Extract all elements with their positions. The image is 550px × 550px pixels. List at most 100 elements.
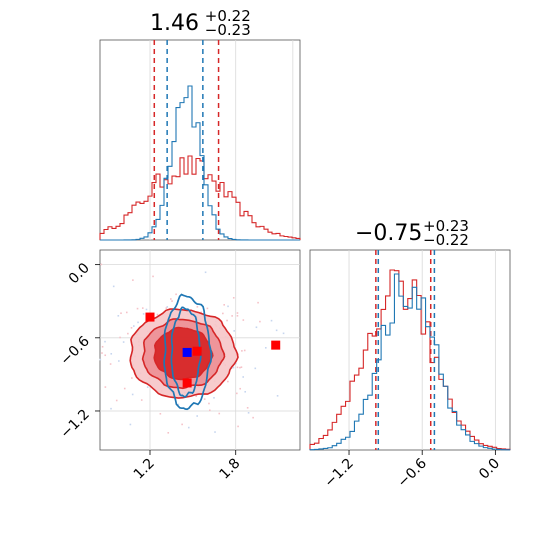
sample-point (213, 397, 215, 399)
sample-point (119, 336, 121, 339)
sample-point (104, 340, 106, 343)
sample-point (264, 347, 267, 349)
reference-marker (145, 312, 155, 322)
sample-point (141, 307, 144, 309)
sample-point (242, 376, 245, 378)
sample-point (127, 332, 129, 335)
sample-point (223, 304, 225, 306)
title-plus-1: +0.22 (205, 7, 251, 25)
sample-point (257, 301, 259, 304)
sample-point (170, 298, 172, 300)
sample-point (100, 263, 103, 266)
sample-point (101, 345, 104, 348)
sample-point (146, 386, 149, 388)
sample-point (255, 326, 258, 329)
sample-point (227, 380, 229, 383)
y-tick-label: −1.2 (57, 406, 92, 441)
sample-point (132, 279, 134, 281)
panel-x-histogram (99, 39, 301, 241)
panel-joint-density (99, 249, 301, 451)
sample-point (259, 320, 261, 323)
sample-point (104, 354, 107, 357)
reference-marker (271, 340, 281, 350)
sample-point (110, 407, 112, 410)
y-tick-label: −0.6 (57, 333, 92, 368)
sample-point (115, 399, 118, 402)
sample-point (214, 431, 216, 433)
sample-point (196, 306, 199, 308)
sample-point (236, 312, 239, 314)
sample-point (104, 386, 107, 388)
sample-point (222, 312, 224, 315)
reference-marker (182, 378, 192, 388)
sample-point (203, 398, 206, 400)
sample-point (117, 315, 120, 317)
sample-point (236, 314, 239, 317)
sample-point (252, 416, 254, 419)
sample-point (120, 312, 122, 315)
title-minus-2: −0.22 (423, 231, 469, 249)
sample-point (137, 321, 139, 324)
x-hist-series-2 (100, 85, 300, 241)
sample-point (240, 366, 243, 368)
sample-point (130, 327, 133, 329)
sample-point (246, 407, 249, 409)
sample-point (232, 296, 235, 299)
sample-point (159, 412, 162, 415)
y-hist-tick-label: 0.0 (476, 456, 503, 483)
sample-point (110, 352, 113, 355)
sample-point (136, 307, 139, 310)
sample-point (241, 350, 243, 352)
title-minus-1: −0.23 (205, 21, 251, 39)
sample-point (200, 311, 203, 314)
sample-point (112, 285, 115, 288)
sample-point (181, 423, 183, 426)
sample-point (236, 366, 239, 369)
sample-point (282, 332, 285, 335)
sample-point (234, 362, 237, 365)
sample-point (167, 431, 170, 434)
sample-point (165, 307, 168, 309)
sample-point (152, 275, 154, 278)
sample-point (122, 341, 125, 343)
sample-point (227, 305, 229, 308)
y-hist-tick-label: −1.2 (321, 456, 356, 491)
truth-marker (182, 347, 192, 357)
sample-point (129, 423, 132, 426)
blue-contour-level-1 (170, 306, 202, 398)
sample-point (270, 319, 273, 322)
sample-point (132, 325, 135, 327)
sample-point (208, 402, 210, 405)
sample-point (196, 415, 198, 417)
title-value-1: 1.46 (150, 11, 199, 36)
sample-point (237, 425, 239, 428)
sample-point (232, 366, 235, 369)
sample-point (244, 390, 247, 393)
sample-point (239, 366, 241, 369)
y-hist-frame (309, 249, 511, 451)
x-tick-label: 1.8 (216, 456, 243, 483)
sample-point (235, 392, 238, 395)
sample-point (243, 349, 246, 352)
sample-point (209, 409, 211, 412)
reference-marker (192, 346, 202, 356)
sample-point (145, 308, 148, 311)
sample-point (177, 403, 180, 406)
blue-contour-level-2 (163, 293, 213, 411)
sample-point (175, 293, 177, 296)
sample-point (242, 319, 245, 321)
sample-point (233, 330, 236, 332)
y-hist-series-1 (309, 269, 511, 450)
sample-point (131, 377, 133, 379)
sample-point (140, 399, 143, 401)
sample-point (125, 311, 128, 314)
sample-point (142, 313, 145, 315)
x-hist-series-1 (99, 155, 301, 240)
sample-point (226, 319, 228, 322)
sample-point (109, 363, 112, 365)
sample-point (118, 360, 120, 362)
y-hist-series-2 (309, 273, 511, 451)
sample-point (123, 387, 126, 390)
